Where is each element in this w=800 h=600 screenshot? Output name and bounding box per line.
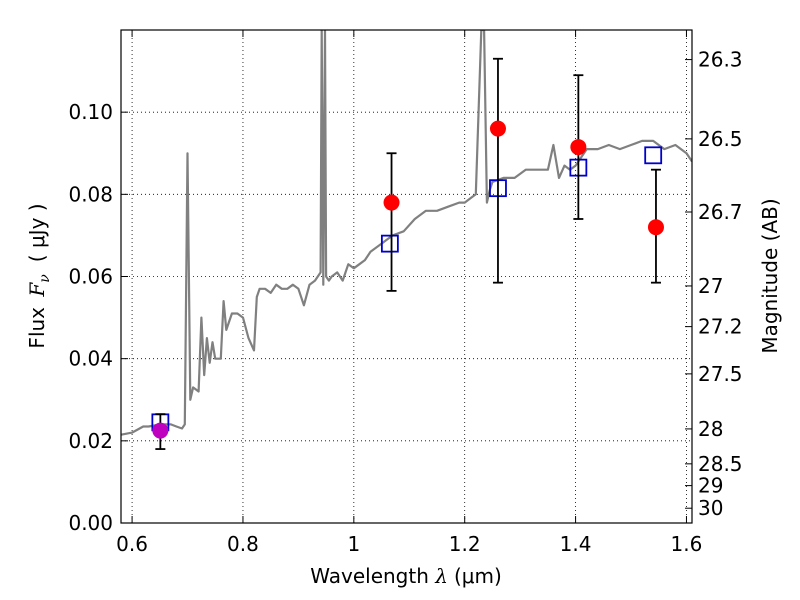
spectrum-line [121, 30, 692, 436]
y2-axis-label: Magnitude (AB) [758, 198, 782, 353]
y2-tick-label: 28 [698, 417, 723, 441]
y-tick-label: 0.00 [68, 511, 113, 535]
y2-tick-label: 27.5 [698, 362, 743, 386]
y2-tick-label: 26.7 [698, 200, 743, 224]
observed-point-marker [152, 422, 169, 439]
x-tick-label: 1 [347, 532, 360, 556]
x-tick-label: 1.2 [449, 532, 481, 556]
x-tick-label: 1.4 [560, 532, 592, 556]
observed-point-marker [647, 219, 664, 236]
observed-point-marker [570, 139, 587, 156]
spectrum-series [121, 30, 692, 436]
y-tick-label: 0.06 [68, 265, 113, 289]
observed-photometry-series [152, 120, 664, 439]
x-axis: 0.6 0.8 1 1.2 1.4 1.6 [116, 30, 702, 556]
observed-point-marker [489, 120, 506, 137]
y-tick-label: 0.10 [68, 100, 113, 124]
model-square-marker [644, 146, 663, 165]
y-axis: 0.00 0.02 0.04 0.06 0.08 0.10 [68, 100, 128, 535]
x-axis-label: Wavelength λ (μm) [310, 564, 502, 588]
y2-tick-label: 30 [698, 496, 723, 520]
x-tick-label: 0.6 [116, 532, 148, 556]
y2-tick-label: 26.3 [698, 48, 743, 72]
y2-tick-label: 27 [698, 274, 723, 298]
y-tick-label: 0.02 [68, 429, 113, 453]
y2-tick-label: 29 [698, 474, 723, 498]
y-tick-label: 0.04 [68, 347, 113, 371]
x-tick-label: 0.8 [227, 532, 259, 556]
y2-tick-label: 27.2 [698, 315, 743, 339]
y2-tick-label: 28.5 [698, 452, 743, 476]
y2-tick-label: 26.5 [698, 127, 743, 151]
observed-point-marker [383, 194, 400, 211]
x-tick-label: 1.6 [671, 532, 703, 556]
y-tick-label: 0.08 [68, 182, 113, 206]
y-axis-label: Flux Fν( μJy ) [25, 203, 53, 348]
model-square-marker [380, 234, 399, 253]
